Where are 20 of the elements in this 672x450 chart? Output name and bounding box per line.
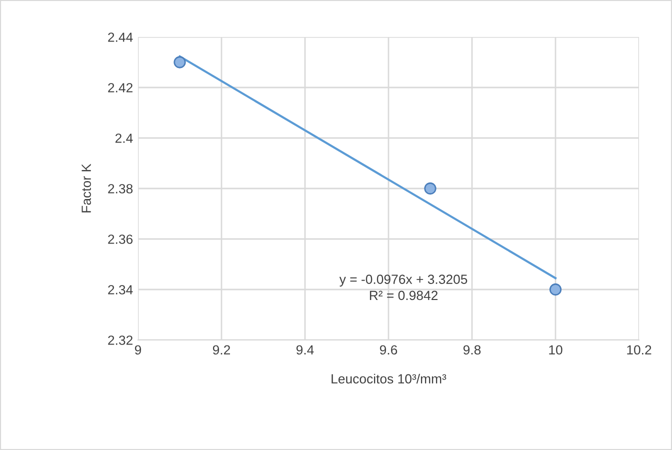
y-tick-label: 2.38 xyxy=(108,184,133,194)
x-axis-title: Leucocitos 10³/mm³ xyxy=(332,374,446,384)
y-tick-label: 2.4 xyxy=(115,134,133,143)
point xyxy=(549,283,562,296)
x-tick-label: 9.4 xyxy=(296,345,314,355)
x-tick-label: 9 xyxy=(134,345,142,355)
point xyxy=(424,182,436,195)
y-tick-label: 2.32 xyxy=(108,336,132,345)
x-tick-label: 9.2 xyxy=(212,345,230,355)
y-tick-label: 2.42 xyxy=(108,83,132,92)
x-tick-label: 10 xyxy=(549,345,562,355)
x-tick-label: 9.8 xyxy=(463,345,481,355)
point xyxy=(174,56,186,68)
annotation: y = -0.0976x + 3.3205 R² = 0.9842 xyxy=(339,274,468,300)
x-tick-label: 10.2 xyxy=(627,345,652,355)
x-tick-label: 9.6 xyxy=(380,345,398,355)
y-tick-label: 2.44 xyxy=(108,32,133,42)
y-tick-label: 2.36 xyxy=(108,234,133,244)
y-axis-title: Factor K xyxy=(82,164,91,212)
y-tick-label: 2.34 xyxy=(108,285,133,294)
